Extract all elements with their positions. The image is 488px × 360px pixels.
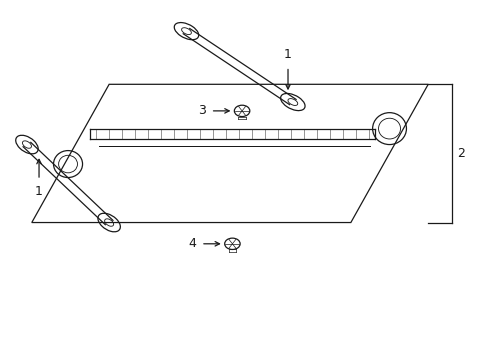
Text: 3: 3 [198, 104, 205, 117]
Text: 2: 2 [456, 147, 464, 160]
Text: 1: 1 [35, 185, 43, 198]
Text: 1: 1 [284, 48, 291, 61]
Text: 4: 4 [188, 237, 196, 250]
